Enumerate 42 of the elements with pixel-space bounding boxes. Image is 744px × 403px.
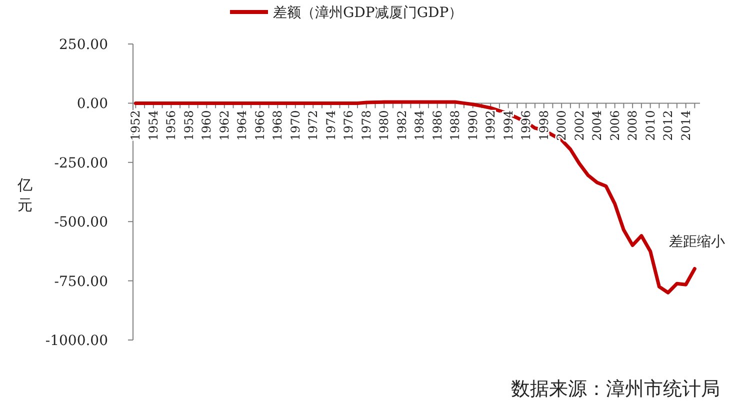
x-tick-label: 2000 (554, 110, 569, 141)
annotation: 差距缩小 (669, 234, 725, 250)
x-tick-label: 1996 (519, 110, 534, 141)
x-tick-label: 1982 (394, 110, 409, 141)
x-tick-label: 1974 (324, 110, 338, 141)
x-tick-label: 1964 (235, 110, 250, 141)
x-tick-label: 2004 (590, 110, 604, 141)
y-axis-title: 亿元 (16, 176, 32, 214)
x-tick-label: 1992 (484, 110, 498, 141)
x-tick-label: 1990 (466, 110, 480, 141)
y-tick-label: -1000.00 (45, 333, 108, 349)
y-tick-label: 250.00 (59, 37, 108, 53)
x-tick-label: 1966 (252, 110, 267, 141)
x-tick-label: 2008 (626, 110, 640, 141)
x-tick-label: 1960 (200, 110, 214, 141)
x-tick-label: 2002 (572, 110, 586, 141)
x-tick-label: 1970 (288, 110, 302, 141)
x-tick-label: 2010 (643, 110, 658, 141)
y-tick-label: -750.00 (54, 274, 108, 290)
x-tick-label: 1988 (448, 110, 462, 141)
x-tick-label: 1998 (536, 110, 551, 141)
x-tick-label: 1952 (128, 110, 143, 141)
y-tick-label: -500.00 (54, 214, 108, 231)
x-tick-label: 1962 (217, 110, 232, 141)
x-tick-label: 1978 (359, 110, 374, 141)
x-tick-label: 1972 (306, 110, 320, 141)
x-tick-label: 1986 (430, 110, 444, 141)
x-tick-label: 1968 (270, 110, 285, 141)
source-note: 数据来源：漳州市统计局 (511, 378, 720, 400)
x-tick-label: 2012 (661, 110, 676, 141)
x-tick-label: 1980 (377, 110, 392, 141)
x-tick-label: 1954 (146, 110, 160, 141)
x-tick-label: 1976 (342, 110, 356, 141)
y-tick-label: 0.00 (76, 96, 108, 112)
y-tick-label: -250.00 (54, 155, 108, 172)
legend-label: 差额（漳州GDP减厦门GDP） (273, 5, 463, 21)
x-tick-label: 1984 (412, 110, 427, 141)
x-tick-label: 2014 (678, 110, 693, 141)
x-tick-label: 1956 (164, 110, 178, 141)
x-tick-label: 2006 (608, 110, 622, 141)
x-tick-label: 1994 (501, 110, 516, 141)
x-tick-label: 1958 (182, 110, 196, 141)
